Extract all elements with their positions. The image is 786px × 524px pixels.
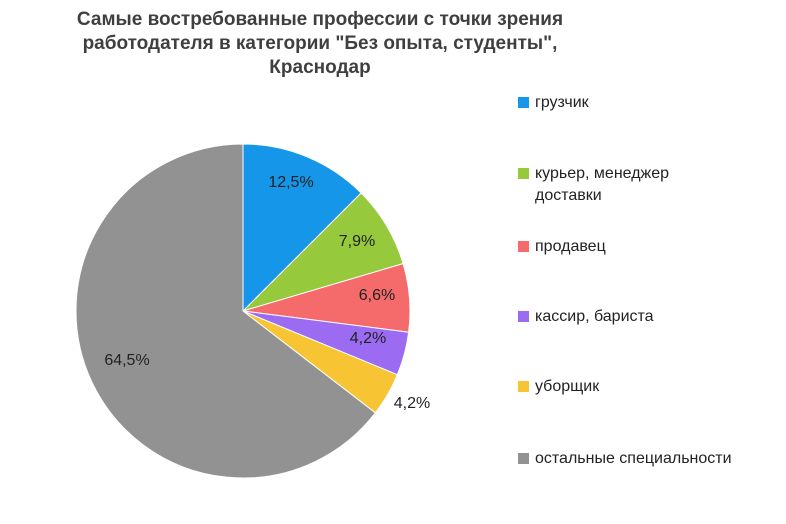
legend-item-gruzchik: грузчик <box>518 92 589 114</box>
legend-swatch <box>518 97 529 108</box>
legend-label: грузчик <box>535 94 589 111</box>
legend-swatch <box>518 453 529 464</box>
legend-label: курьер, менеджер доставки <box>535 165 670 204</box>
data-label: 64,5% <box>104 352 149 369</box>
legend-item-cleaner: уборщик <box>518 376 599 398</box>
legend-swatch <box>518 381 529 392</box>
legend-swatch <box>518 311 529 322</box>
legend-label: уборщик <box>535 378 600 395</box>
legend-item-seller: продавец <box>518 236 606 258</box>
legend-item-cashier: кассир, бариста <box>518 306 654 328</box>
data-label: 4,2% <box>394 395 430 412</box>
legend-label: кассир, бариста <box>535 308 654 325</box>
data-label: 4,2% <box>350 330 386 347</box>
chart-title: Самые востребованные профессии с точки з… <box>40 8 600 80</box>
legend: грузчик курьер, менеджер доставки продав… <box>518 0 786 524</box>
legend-swatch <box>518 241 529 252</box>
chart-title-line-1: Самые востребованные профессии с точки з… <box>76 9 564 30</box>
data-label: 12,5% <box>268 174 313 191</box>
slice-other <box>75 143 377 479</box>
legend-item-courier: курьер, менеджер доставки <box>518 163 715 207</box>
chart-title-line-2: работодателя в категории "Без опыта, сту… <box>82 33 558 54</box>
legend-label: остальные специальности <box>535 450 732 467</box>
slice-gruzchik <box>242 143 362 313</box>
data-label: 7,9% <box>339 233 375 250</box>
data-label: 6,6% <box>359 287 395 304</box>
legend-label: продавец <box>535 238 606 255</box>
legend-item-other: остальные специальности <box>518 448 732 470</box>
chart-title-line-3: Краснодар <box>269 57 371 78</box>
legend-swatch <box>518 168 529 179</box>
